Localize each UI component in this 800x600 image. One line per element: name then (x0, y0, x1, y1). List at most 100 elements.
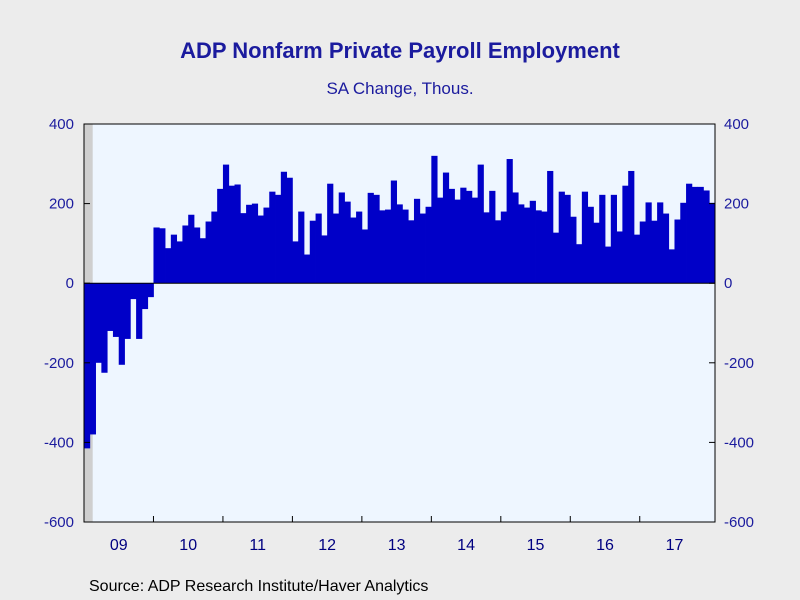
bar (552, 232, 560, 284)
y-tick-label-right: -600 (724, 514, 754, 531)
bar (298, 211, 305, 284)
x-axis: 09 10 11 12 13 14 15 16 17 (110, 516, 683, 554)
bar (101, 283, 108, 373)
plot-area (84, 124, 715, 522)
x-tick-label: 15 (527, 537, 545, 554)
bar (217, 188, 224, 284)
bar (680, 202, 687, 284)
bar (95, 283, 102, 363)
bar (153, 227, 160, 284)
bar (107, 283, 114, 331)
bar (570, 216, 577, 284)
bar (651, 220, 658, 284)
bar (327, 183, 334, 284)
bar (165, 248, 172, 284)
y-tick-label-right: -400 (724, 434, 754, 451)
y-tick-label-right: 400 (724, 116, 749, 133)
bar (483, 212, 490, 284)
bar (558, 191, 565, 284)
bar (471, 197, 479, 284)
bar (356, 211, 363, 284)
bar (616, 231, 623, 284)
bar (518, 204, 525, 284)
bar (385, 209, 392, 284)
x-tick-label: 09 (110, 537, 128, 554)
bar (338, 192, 345, 284)
bar (425, 206, 432, 284)
bar (587, 206, 594, 284)
bar (303, 254, 311, 284)
chart-subtitle: SA Change, Thous. (326, 79, 474, 98)
bar (466, 190, 473, 284)
bar (419, 213, 426, 284)
bar (547, 170, 554, 284)
bar (564, 194, 571, 284)
bar (222, 164, 230, 284)
bar (188, 214, 195, 284)
bar (633, 234, 641, 284)
bar (477, 164, 484, 284)
bar (130, 283, 137, 300)
bar (593, 222, 600, 284)
bar (460, 187, 467, 284)
bar (500, 211, 507, 284)
bar (489, 190, 496, 284)
bar (112, 283, 120, 337)
bar (408, 220, 415, 284)
y-tick-label: -400 (44, 434, 74, 451)
bar (610, 194, 617, 284)
bar (373, 194, 380, 284)
bar (211, 211, 218, 284)
bar (367, 192, 374, 284)
bar (396, 204, 403, 284)
bar (234, 184, 241, 284)
bar (176, 241, 183, 284)
bar (628, 170, 635, 284)
x-tick-label: 12 (318, 537, 336, 554)
bar (622, 185, 629, 284)
bar (240, 213, 247, 284)
bar (448, 188, 455, 284)
y-tick-label: 200 (49, 196, 74, 213)
bar (379, 210, 386, 284)
bar (147, 283, 154, 298)
bar (709, 202, 716, 284)
bar (506, 159, 513, 284)
bar (442, 172, 450, 284)
bar (390, 180, 398, 284)
bar (657, 202, 664, 284)
bar (512, 192, 519, 284)
chart-title: ADP Nonfarm Private Payroll Employment (180, 38, 620, 63)
bar (541, 211, 548, 284)
bar (118, 283, 125, 365)
bar (280, 171, 288, 284)
bar (89, 283, 96, 435)
y-axis-right: 400 200 0 -200 -400 -600 (709, 116, 754, 531)
bar (309, 220, 316, 284)
bar (269, 191, 276, 284)
bar (523, 207, 531, 284)
bar (199, 238, 206, 284)
bar (136, 283, 143, 339)
bar (251, 203, 259, 284)
bar (275, 194, 282, 284)
y-tick-label-right: -200 (724, 355, 754, 372)
bar (228, 185, 235, 284)
x-tick-label: 16 (596, 537, 614, 554)
bar (645, 202, 652, 284)
bar (599, 194, 606, 284)
y-tick-label: -200 (44, 355, 74, 372)
bar (170, 234, 178, 284)
plot-border (83, 123, 716, 523)
x-tick-label: 13 (388, 537, 406, 554)
bar (686, 183, 693, 284)
bar (402, 209, 409, 284)
bar (662, 213, 670, 284)
bar (361, 229, 369, 284)
bar (437, 197, 444, 284)
bar (697, 186, 704, 284)
bar (159, 228, 166, 284)
x-tick-label: 11 (249, 537, 266, 554)
y-tick-label-right: 200 (724, 196, 749, 213)
x-tick-label: 10 (179, 537, 197, 554)
